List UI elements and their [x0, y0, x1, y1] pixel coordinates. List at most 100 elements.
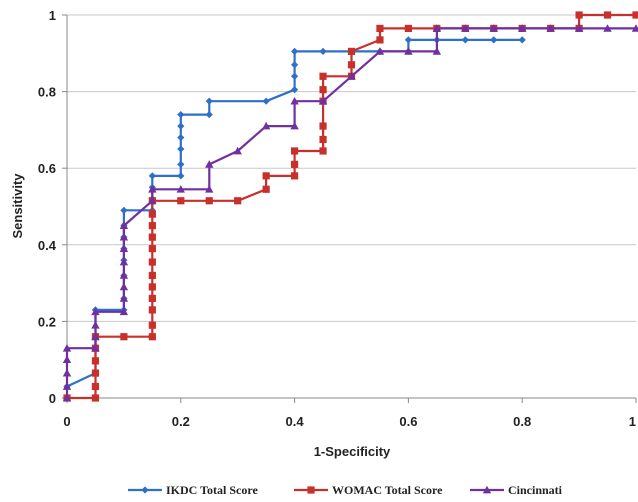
point-womac-total-score-20 [177, 197, 185, 205]
point-womac-total-score-4 [91, 357, 100, 365]
series-layer [62, 11, 638, 402]
point-womac-total-score-37 [376, 36, 384, 44]
point-womac-total-score-21 [205, 197, 213, 205]
legend-swatch-marker-cincinnati [482, 485, 492, 494]
point-cincinnati-32 [461, 24, 470, 32]
point-cincinnati-14 [119, 244, 129, 252]
point-cincinnati-10 [119, 294, 129, 302]
point-womac-total-score-1 [91, 394, 100, 402]
point-womac-total-score-8 [148, 333, 156, 341]
point-womac-total-score-27 [291, 147, 299, 155]
point-womac-total-score-9 [148, 321, 156, 329]
point-ikdc-total-score-37 [518, 36, 526, 44]
y-tick-labels: 0 0.2 0.4 0.6 0.8 1 [38, 8, 57, 406]
point-ikdc-total-score-20 [177, 122, 185, 130]
y-tick-label-1: 0.2 [38, 314, 56, 329]
point-cincinnati-38 [631, 24, 638, 32]
point-womac-total-score-23 [262, 185, 270, 193]
point-womac-total-score-46 [575, 11, 583, 19]
point-ikdc-total-score-11 [120, 206, 128, 214]
point-cincinnati-16 [119, 221, 129, 230]
point-ikdc-total-score-27 [291, 61, 299, 69]
x-tick-label-0: 0 [63, 414, 70, 429]
point-womac-total-score-13 [148, 271, 156, 280]
point-womac-total-score-30 [319, 122, 327, 130]
point-cincinnati-4 [62, 344, 72, 352]
x-tick-label-5: 1 [629, 414, 636, 429]
point-womac-total-score-7 [120, 333, 128, 341]
point-womac-total-score-16 [148, 233, 156, 241]
point-womac-total-score-17 [148, 222, 156, 230]
point-cincinnati-11 [119, 282, 129, 291]
point-ikdc-total-score-33 [404, 36, 412, 44]
point-womac-total-score-18 [148, 210, 156, 218]
point-womac-total-score-35 [347, 61, 356, 69]
point-womac-total-score-38 [376, 24, 384, 33]
point-cincinnati-7 [91, 321, 100, 329]
x-tick-label-3: 0.6 [399, 414, 417, 429]
point-ikdc-total-score-19 [177, 133, 185, 142]
point-ikdc-total-score-23 [205, 97, 213, 105]
legend-swatch-marker-ikdc-total-score [141, 486, 149, 494]
point-cincinnati-12 [119, 271, 129, 279]
point-womac-total-score-2 [91, 382, 100, 391]
point-cincinnati-31 [432, 24, 442, 32]
point-womac-total-score-39 [404, 24, 412, 33]
point-womac-total-score-15 [148, 245, 156, 253]
point-cincinnati-30 [432, 47, 442, 55]
point-womac-total-score-28 [319, 147, 327, 155]
point-cincinnati-24 [290, 121, 299, 130]
point-cincinnati-6 [91, 332, 100, 341]
point-womac-total-score-22 [234, 197, 242, 205]
point-cincinnati-34 [518, 24, 527, 32]
point-cincinnati-13 [119, 257, 129, 266]
point-cincinnati-36 [574, 24, 584, 32]
point-cincinnati-25 [290, 96, 299, 105]
point-cincinnati-26 [318, 96, 328, 105]
point-cincinnati-18 [148, 185, 157, 193]
point-cincinnati-0 [62, 393, 72, 402]
legend-label-ikdc-total-score: IKDC Total Score [166, 483, 258, 497]
legend-item-cincinnati: Cincinnati [470, 483, 563, 497]
legend: IKDC Total Score WOMAC Total Score Cincinn… [128, 483, 563, 497]
point-ikdc-total-score-25 [291, 86, 299, 94]
point-ikdc-total-score-18 [177, 145, 185, 153]
legend-label-womac-total-score: WOMAC Total Score [332, 483, 443, 497]
point-cincinnati-28 [375, 47, 385, 55]
point-womac-total-score-11 [148, 294, 156, 303]
point-womac-total-score-14 [148, 258, 156, 266]
point-womac-total-score-36 [347, 47, 356, 55]
legend-item-ikdc-total-score: IKDC Total Score [128, 483, 258, 497]
point-ikdc-total-score-15 [148, 172, 156, 180]
point-cincinnati-15 [119, 232, 129, 241]
point-cincinnati-23 [261, 121, 271, 130]
point-cincinnati-33 [489, 24, 498, 32]
point-womac-total-score-25 [291, 172, 299, 180]
point-womac-total-score-29 [319, 135, 327, 144]
y-tick-label-2: 0.4 [38, 238, 57, 253]
point-ikdc-total-score-29 [319, 47, 327, 55]
point-ikdc-total-score-26 [291, 72, 299, 80]
point-ikdc-total-score-28 [291, 47, 299, 55]
y-axis-title: Sensitivity [10, 173, 25, 239]
legend-swatch-marker-womac-total-score [307, 486, 315, 494]
point-ikdc-total-score-36 [490, 36, 498, 44]
y-tick-label-3: 0.6 [38, 161, 56, 176]
point-womac-total-score-47 [603, 11, 612, 19]
x-tick-label-2: 0.4 [286, 414, 305, 429]
point-cincinnati-35 [546, 24, 555, 32]
point-womac-total-score-12 [148, 283, 156, 291]
y-tick-label-5: 1 [49, 8, 56, 23]
point-cincinnati-3 [62, 355, 72, 364]
point-cincinnati-5 [91, 344, 100, 352]
point-cincinnati-27 [347, 72, 356, 80]
point-ikdc-total-score-21 [177, 110, 185, 119]
point-cincinnati-20 [205, 185, 214, 193]
legend-item-womac-total-score: WOMAC Total Score [294, 483, 443, 497]
point-ikdc-total-score-16 [177, 172, 185, 180]
point-ikdc-total-score-24 [262, 97, 270, 105]
point-womac-total-score-48 [632, 11, 638, 19]
x-tick-labels: 0 0.2 0.4 0.6 0.8 1 [63, 414, 636, 429]
